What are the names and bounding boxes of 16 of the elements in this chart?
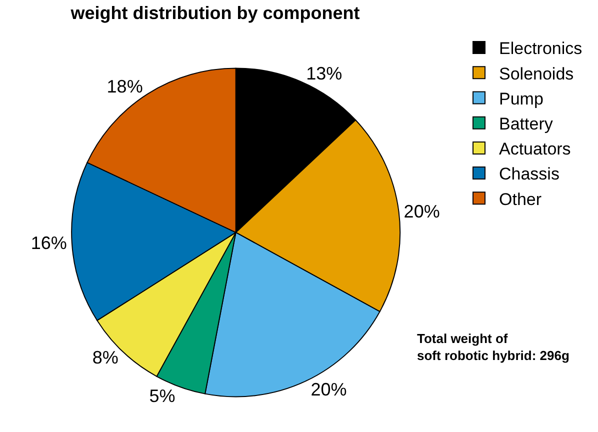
legend-label: Solenoids — [499, 64, 574, 84]
legend-label: Battery — [499, 114, 554, 134]
legend-label: Electronics — [499, 39, 582, 58]
data-label: 20% — [404, 202, 440, 222]
data-label: 8% — [92, 348, 118, 368]
data-label: 18% — [106, 76, 143, 97]
data-label: 5% — [149, 386, 176, 406]
data-label: 13% — [306, 63, 342, 84]
legend-label: Actuators — [499, 140, 571, 159]
data-label: 20% — [310, 379, 347, 400]
legend-label: Chassis — [499, 164, 560, 184]
legend-label: Pump — [499, 89, 544, 108]
legend-label: Other — [499, 190, 542, 209]
text: Total weight of soft robotic hybrid: 296g — [417, 331, 570, 363]
data-label: 16% — [30, 232, 67, 253]
chart-title: weight distribution by component — [70, 3, 360, 24]
